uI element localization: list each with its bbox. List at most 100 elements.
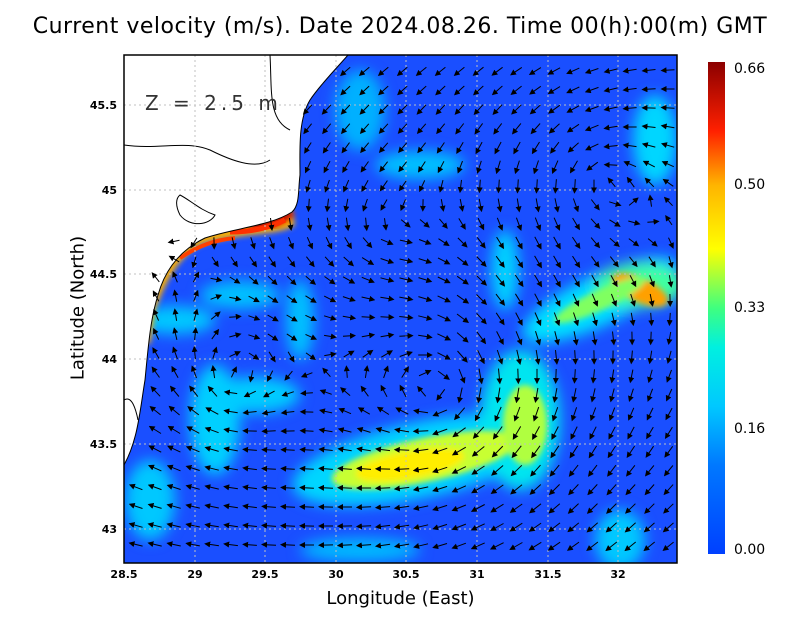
velocity-arrow — [212, 346, 218, 359]
velocity-arrow — [380, 238, 394, 246]
velocity-arrow — [476, 179, 483, 194]
velocity-arrow — [185, 484, 200, 490]
velocity-arrow — [591, 293, 599, 307]
velocity-arrow — [128, 502, 143, 509]
velocity-arrow — [267, 333, 279, 341]
velocity-arrow — [432, 409, 448, 417]
colorbar-tick: 0.00 — [734, 542, 766, 558]
velocity-arrow — [454, 104, 465, 115]
velocity-arrow — [660, 142, 675, 148]
velocity-arrow — [532, 406, 540, 422]
velocity-arrow — [355, 523, 372, 530]
velocity-arrow — [534, 293, 542, 307]
velocity-arrow — [393, 485, 410, 492]
velocity-arrow — [567, 142, 579, 153]
velocity-arrow — [268, 256, 276, 268]
velocity-arrow — [665, 388, 673, 402]
velocity-arrow — [267, 295, 279, 303]
field-layer — [124, 55, 677, 563]
velocity-arrow — [644, 503, 655, 514]
velocity-arrow — [149, 405, 161, 416]
velocity-arrow — [626, 464, 636, 477]
velocity-arrow — [569, 160, 578, 174]
velocity-arrow — [476, 275, 487, 286]
velocity-arrow — [568, 464, 579, 477]
velocity-arrow — [242, 503, 257, 510]
velocity-arrow — [628, 197, 639, 206]
velocity-arrow — [168, 405, 180, 416]
velocity-arrow — [319, 389, 332, 395]
velocity-arrow — [324, 333, 337, 340]
velocity-arrow — [322, 123, 332, 135]
velocity-arrow — [646, 407, 654, 421]
velocity-arrow — [166, 483, 181, 490]
velocity-arrow — [318, 465, 333, 472]
velocity-arrow — [515, 198, 522, 213]
velocity-arrow — [393, 523, 410, 530]
velocity-arrow — [661, 160, 675, 168]
velocity-arrow — [647, 194, 654, 207]
velocity-arrow — [567, 503, 579, 514]
velocity-arrow — [622, 86, 637, 93]
velocity-arrow — [591, 331, 598, 346]
velocity-arrow — [166, 541, 181, 548]
velocity-arrow — [286, 275, 297, 286]
velocity-arrow — [322, 142, 331, 154]
velocity-arrow — [571, 388, 578, 403]
velocity-arrow — [185, 464, 200, 471]
velocity-arrow — [211, 256, 219, 268]
velocity-arrow — [342, 296, 356, 302]
velocity-arrow — [511, 123, 522, 135]
velocity-arrow — [287, 217, 294, 231]
velocity-arrow — [223, 427, 238, 434]
velocity-arrow — [570, 426, 578, 440]
velocity-arrow — [529, 85, 542, 95]
velocity-arrow — [340, 104, 351, 115]
velocity-arrow — [451, 485, 467, 493]
velocity-arrow — [590, 369, 597, 384]
velocity-arrow — [586, 503, 598, 514]
velocity-arrow — [553, 274, 561, 288]
velocity-arrow — [171, 365, 179, 379]
velocity-arrow — [667, 275, 674, 288]
velocity-arrow — [287, 351, 295, 363]
velocity-arrow — [437, 352, 451, 360]
velocity-arrow — [185, 445, 200, 453]
velocity-arrow — [569, 445, 579, 459]
velocity-arrow — [242, 522, 257, 529]
velocity-arrow — [261, 409, 276, 416]
velocity-arrow — [204, 541, 219, 548]
velocity-arrow — [267, 314, 279, 322]
velocity-arrow — [248, 315, 261, 321]
x-tick: 29.5 — [251, 568, 278, 581]
velocity-arrow — [286, 333, 298, 341]
velocity-arrow — [303, 123, 312, 135]
velocity-arrow — [382, 218, 389, 231]
velocity-arrow — [471, 484, 485, 494]
velocity-arrow — [552, 179, 559, 194]
velocity-arrow — [571, 236, 581, 250]
velocity-arrow — [590, 199, 600, 211]
velocity-arrow — [584, 105, 599, 113]
velocity-arrow — [299, 446, 314, 453]
velocity-arrow — [378, 104, 389, 115]
velocity-arrow — [325, 236, 333, 250]
velocity-arrow — [324, 179, 330, 193]
velocity-arrow — [549, 464, 560, 477]
velocity-arrow — [268, 351, 276, 363]
velocity-arrow — [610, 274, 618, 288]
velocity-arrow — [528, 67, 542, 76]
velocity-arrow — [418, 258, 433, 264]
velocity-arrow — [204, 446, 219, 452]
velocity-arrow — [248, 276, 259, 285]
colorbar-tick: 0.50 — [734, 177, 766, 193]
velocity-arrow — [269, 237, 275, 250]
chart-title: Current velocity (m/s). Date 2024.08.26.… — [32, 14, 768, 39]
velocity-arrow — [356, 427, 371, 433]
velocity-arrow — [204, 465, 219, 471]
velocity-arrow — [286, 314, 298, 322]
velocity-arrow — [343, 350, 355, 358]
velocity-arrow — [471, 446, 485, 457]
velocity-arrow — [172, 308, 179, 321]
velocity-arrow — [417, 385, 427, 397]
